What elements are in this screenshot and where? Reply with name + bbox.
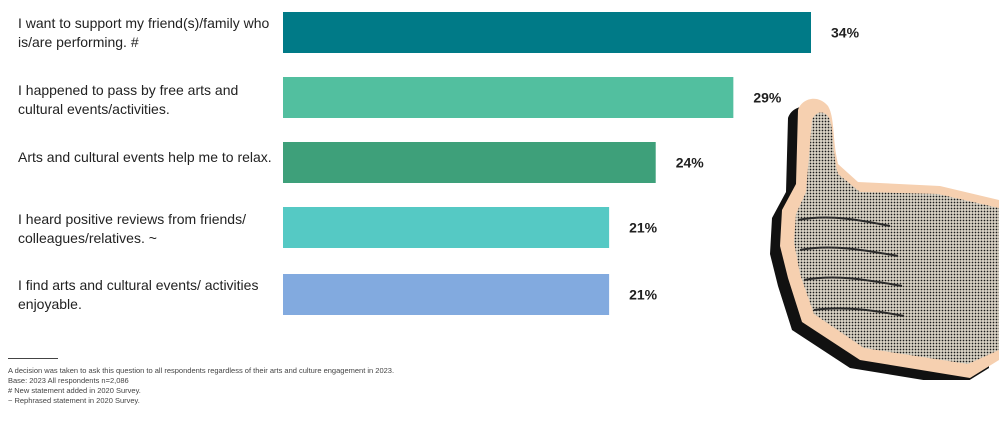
category-label-2: I happened to pass by free arts and cult… xyxy=(18,82,239,117)
category-label-4: I heard positive reviews from friends/ c… xyxy=(18,211,246,246)
footnote-base: Base: 2023 All respondents n=2,086 xyxy=(8,376,129,385)
footnotes: A decision was taken to ask this questio… xyxy=(8,358,608,406)
footnote-rephrased: ~ Rephrased statement in 2020 Survey. xyxy=(8,396,140,405)
footnote-new-statement: # New statement added in 2020 Survey. xyxy=(8,386,141,395)
category-label-3: Arts and cultural events help me to rela… xyxy=(18,149,272,165)
bar-3 xyxy=(283,142,656,183)
value-label-2: 29% xyxy=(753,90,782,106)
footnote-decision: A decision was taken to ask this questio… xyxy=(8,366,395,375)
bar-4 xyxy=(283,207,610,248)
category-label-1: I want to support my friend(s)/family wh… xyxy=(18,15,270,50)
value-label-4: 21% xyxy=(629,220,658,236)
category-label-5: I find arts and cultural events/ activit… xyxy=(18,277,259,312)
footnote-divider xyxy=(8,358,58,359)
value-label-5: 21% xyxy=(629,287,658,303)
thumbs-up-icon xyxy=(770,98,999,380)
bar-2 xyxy=(283,77,734,118)
value-label-1: 34% xyxy=(831,25,860,41)
bar-5 xyxy=(283,274,610,315)
value-label-3: 24% xyxy=(676,155,705,171)
bar-1 xyxy=(283,12,811,53)
